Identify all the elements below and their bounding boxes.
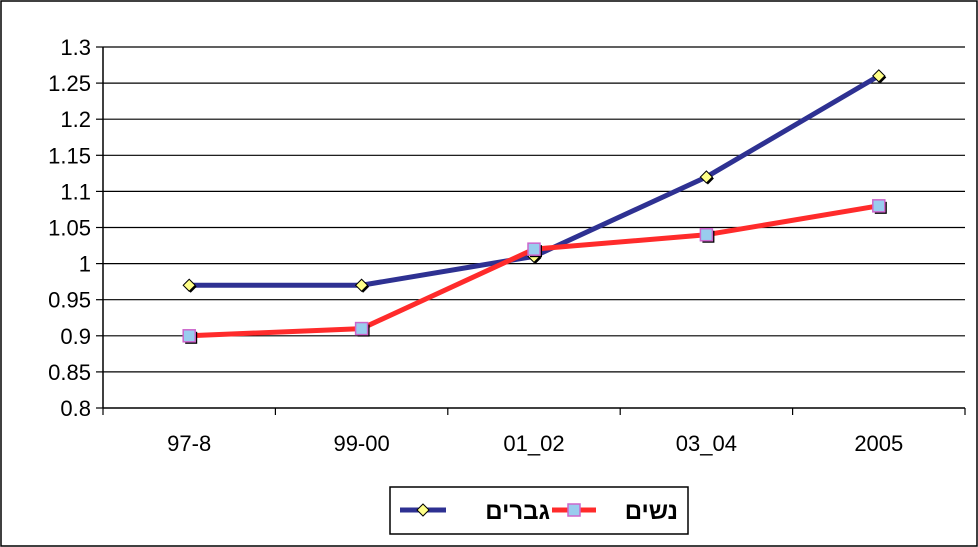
y-tick-label: 0.95 [48, 288, 91, 313]
data-point [182, 278, 196, 292]
y-tick-label: 1.15 [48, 143, 91, 168]
y-tick-label: 1.2 [60, 107, 91, 132]
series-markers [182, 69, 887, 344]
y-tick-label: 1.05 [48, 216, 91, 241]
data-point [872, 69, 886, 83]
y-tick-label: 1.1 [60, 179, 91, 204]
y-tick-label: 0.85 [48, 360, 91, 385]
legend-label: גברים [485, 498, 550, 525]
x-tick-label: 99-00 [333, 431, 389, 456]
x-tick-label: 2005 [854, 431, 903, 456]
x-tick-labels: 97-8 99-00 01_02 03_04 2005 [167, 431, 903, 456]
x-tick-label: 03_04 [676, 431, 737, 456]
data-point [872, 199, 886, 213]
data-point [699, 227, 714, 242]
legend-label: נשים [625, 498, 678, 525]
y-tick-label: 1 [79, 252, 91, 277]
data-point [527, 242, 541, 256]
legend: גברים נשים [389, 486, 689, 535]
y-tick-labels: 1.3 1.25 1.2 1.15 1.1 1.05 1 0.95 0.9 0.85 0.8 [48, 35, 91, 421]
y-tick-label: 0.9 [60, 324, 91, 349]
axes [96, 46, 966, 415]
y-tick-label: 1.3 [60, 35, 91, 60]
x-tick-label: 97-8 [167, 431, 211, 456]
data-point [182, 329, 196, 343]
y-tick-label: 1.25 [48, 71, 91, 96]
data-point [354, 278, 369, 292]
y-tick-label: 0.8 [60, 396, 91, 421]
legend-marker [567, 503, 581, 517]
data-point [354, 321, 369, 336]
x-tick-label: 01_02 [503, 431, 564, 456]
data-point [699, 170, 714, 184]
legend-marker [416, 503, 430, 517]
